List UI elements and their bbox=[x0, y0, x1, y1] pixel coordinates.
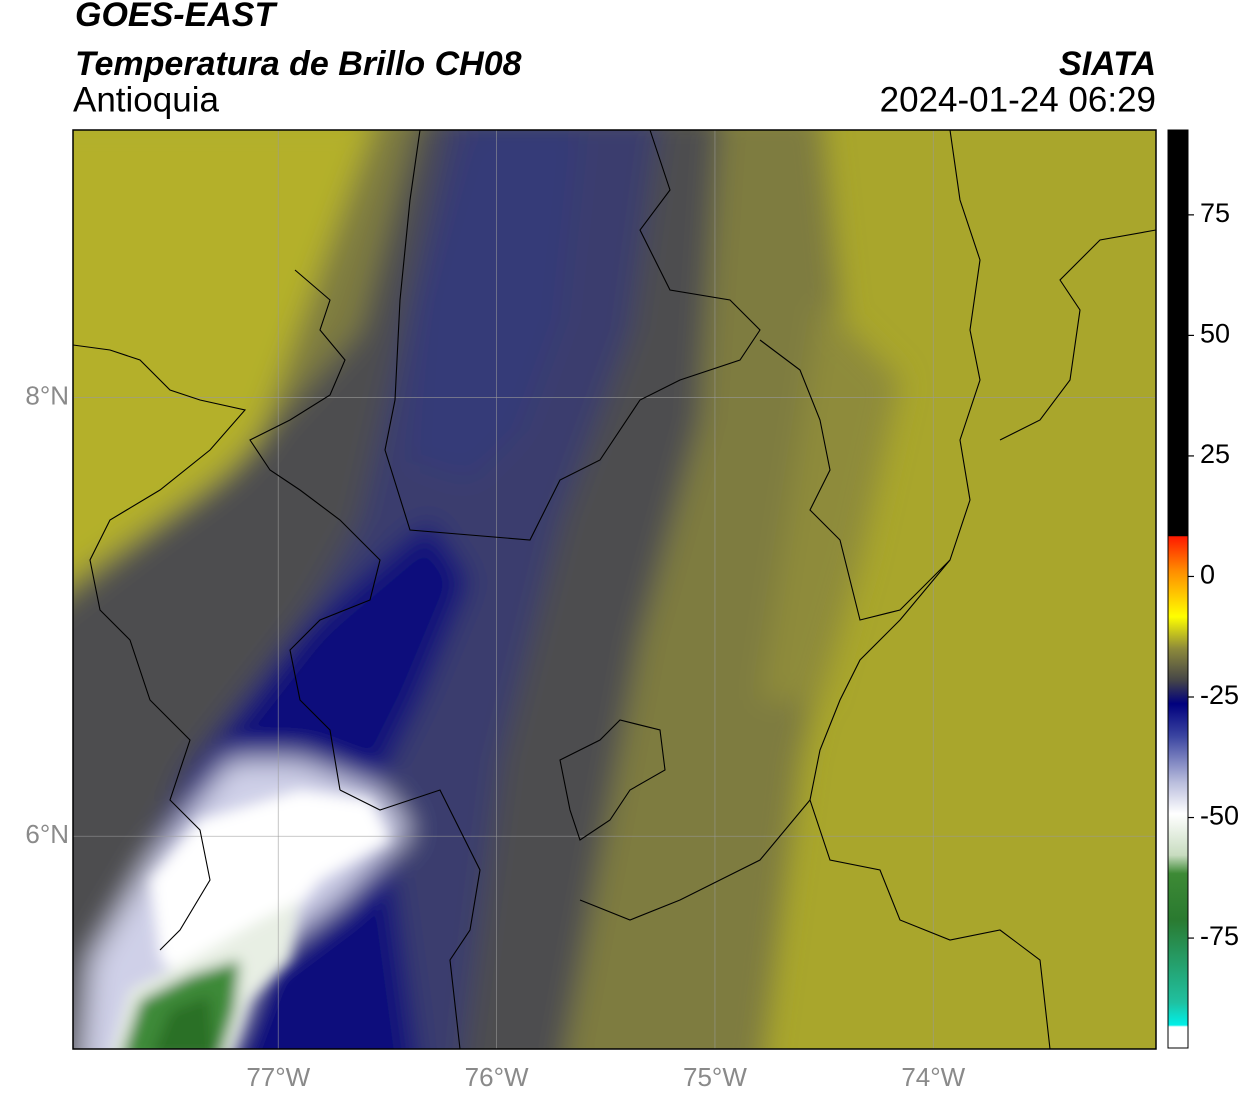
border-line bbox=[759, 130, 981, 621]
y-tick-label: 8°N bbox=[25, 380, 69, 410]
colorbar-tick-label: 75 bbox=[1200, 198, 1230, 228]
x-tick-label: 77°W bbox=[246, 1062, 310, 1092]
border-line bbox=[384, 130, 761, 541]
map-imagery bbox=[73, 130, 1156, 1049]
colorbar-tick-label: 25 bbox=[1200, 439, 1230, 469]
source-label: SIATA bbox=[1059, 45, 1156, 83]
colorbar-tick-label: 0 bbox=[1200, 560, 1215, 590]
border-line bbox=[73, 344, 247, 951]
map-frame bbox=[72, 129, 1157, 1050]
satellite-title: GOES-EAST bbox=[75, 0, 278, 34]
colorbar-tick-label: -50 bbox=[1200, 801, 1239, 831]
border-line bbox=[809, 559, 1051, 1049]
x-tick-label: 75°W bbox=[683, 1062, 747, 1092]
colorbar-axis: 75 50 25 0 -25 -50 -75 bbox=[1188, 198, 1239, 951]
x-tick-label: 76°W bbox=[465, 1062, 529, 1092]
datetime-label: 2024-01-24 06:29 bbox=[880, 80, 1156, 119]
y-tick-label: 6°N bbox=[25, 819, 69, 849]
colorbar-tick-label: -25 bbox=[1200, 680, 1239, 710]
admin-borders bbox=[73, 130, 1156, 1049]
border-line bbox=[999, 229, 1156, 441]
colorbar bbox=[1167, 129, 1189, 1049]
map-axes: 77°W 76°W 75°W 74°W 8°N 6°N bbox=[25, 380, 965, 1091]
border-line bbox=[249, 269, 381, 791]
border-line bbox=[339, 789, 481, 1049]
colorbar-tick-label: 50 bbox=[1200, 319, 1230, 349]
border-line bbox=[559, 719, 666, 841]
border-line bbox=[579, 799, 811, 921]
graticule bbox=[73, 130, 1156, 1049]
product-title: Temperatura de Brillo CH08 bbox=[75, 45, 522, 83]
colorbar-tick-label: -75 bbox=[1200, 921, 1239, 951]
region-label: Antioquia bbox=[73, 80, 219, 119]
x-tick-label: 74°W bbox=[901, 1062, 965, 1092]
